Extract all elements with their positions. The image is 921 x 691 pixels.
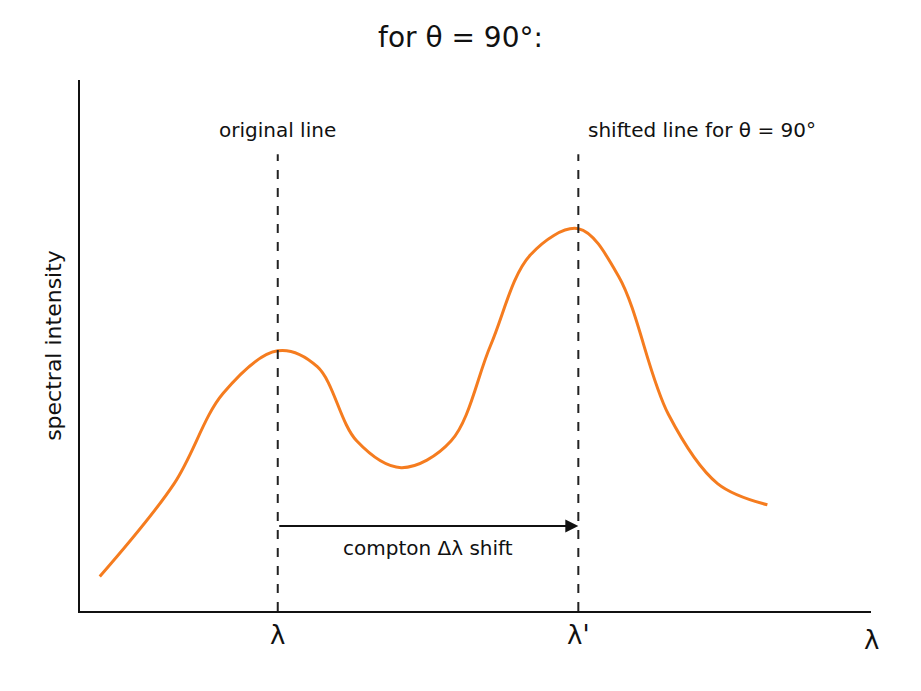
svg-text:original line: original line [219, 118, 336, 142]
svg-text:compton Δλ shift: compton Δλ shift [343, 536, 513, 560]
svg-text:spectral intensity: spectral intensity [41, 250, 66, 441]
svg-text:for θ = 90°:: for θ = 90°: [378, 21, 543, 54]
svg-text:λ': λ' [567, 620, 590, 650]
svg-text:λ: λ [270, 620, 285, 650]
svg-text:λ: λ [864, 625, 879, 655]
svg-text:shifted line for θ = 90°: shifted line for θ = 90° [588, 118, 816, 142]
